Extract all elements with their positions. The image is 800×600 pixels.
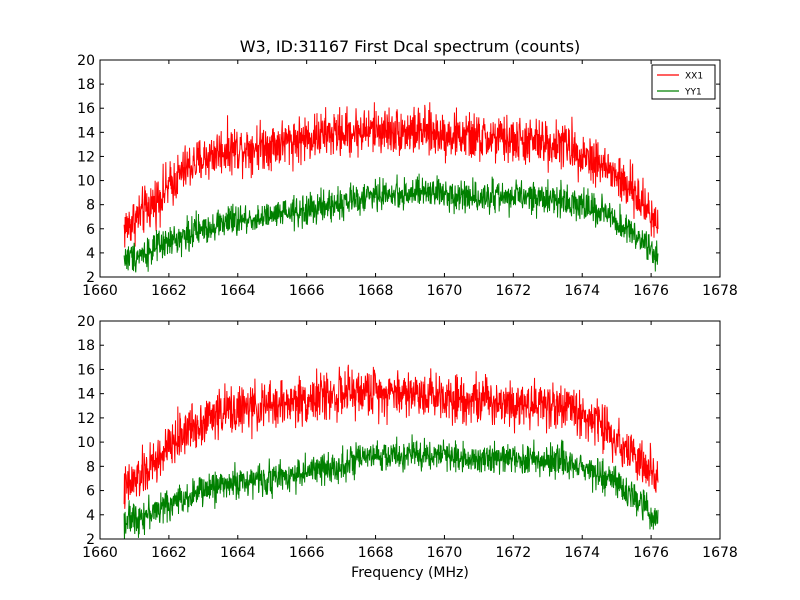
- y-tick-label: 14: [77, 125, 95, 141]
- y-tick-label: 20: [77, 314, 95, 330]
- x-tick-label: 1672: [496, 545, 532, 561]
- y-tick-label: 4: [86, 508, 95, 524]
- x-tick-label: 1674: [564, 545, 600, 561]
- series-yy1-line: [123, 173, 659, 273]
- y-tick-label: 6: [86, 484, 95, 500]
- y-tick-label: 16: [77, 101, 95, 117]
- x-tick-label: 1668: [358, 283, 394, 299]
- y-tick-label: 16: [77, 362, 95, 378]
- y-tick-label: 4: [86, 246, 95, 262]
- x-tick-label: 1666: [289, 283, 325, 299]
- x-tick-label: 1672: [496, 283, 532, 299]
- y-tick-label: 2: [86, 270, 95, 286]
- legend-label-xx1: XX1: [685, 72, 703, 82]
- x-tick-label: 1668: [358, 545, 394, 561]
- x-tick-label: 1664: [220, 545, 256, 561]
- top-panel: 1660 1662 1664 1666 1668 1670 1672 1674 1676 1678…: [77, 53, 738, 299]
- x-tick-label: 1674: [564, 283, 600, 299]
- legend-label-yy1: YY1: [684, 88, 702, 98]
- y-tick-label: 12: [77, 411, 95, 427]
- chart-title: W3, ID:31167 First Dcal spectrum (counts…: [240, 37, 581, 56]
- x-tick-label: 1676: [633, 545, 669, 561]
- x-tick-label: 1670: [427, 283, 463, 299]
- axes-frame: [99, 320, 721, 540]
- y-tick-label: 2: [86, 532, 95, 548]
- legend: XX1 YY1: [651, 64, 716, 100]
- x-tick-label: 1676: [633, 283, 669, 299]
- x-tick-label: 1670: [427, 545, 463, 561]
- y-tick-label: 8: [86, 198, 95, 214]
- x-tick-label: 1662: [151, 283, 187, 299]
- bottom-panel: 1660 1662 1664 1666 1668 1670 1672 1674 1676 1678…: [77, 314, 738, 561]
- x-tick-label: 1666: [289, 545, 325, 561]
- x-tick-label: 1662: [151, 545, 187, 561]
- series-line-0-line: [123, 364, 659, 509]
- y-tick-label: 20: [77, 53, 95, 69]
- y-tick-label: 12: [77, 149, 95, 165]
- axes-frame: [99, 59, 721, 278]
- plot-area: [100, 60, 720, 277]
- y-tick-label: 18: [77, 77, 95, 93]
- y-tick-label: 8: [86, 459, 95, 475]
- x-axis-label: Frequency (MHz): [351, 565, 469, 581]
- y-tick-label: 14: [77, 387, 95, 403]
- x-tick-label: 1678: [702, 545, 738, 561]
- y-tick-label: 10: [77, 435, 95, 451]
- y-tick-label: 18: [77, 338, 95, 354]
- series-line-1-line: [123, 434, 659, 539]
- y-tick-label: 10: [77, 174, 95, 190]
- x-tick-label: 1660: [82, 283, 118, 299]
- x-tick-label: 1678: [702, 283, 738, 299]
- legend-box: [651, 64, 716, 100]
- x-tick-label: 1660: [82, 545, 118, 561]
- x-tick-label: 1664: [220, 283, 256, 299]
- series-xx1-line: [123, 102, 659, 248]
- y-tick-label: 6: [86, 222, 95, 238]
